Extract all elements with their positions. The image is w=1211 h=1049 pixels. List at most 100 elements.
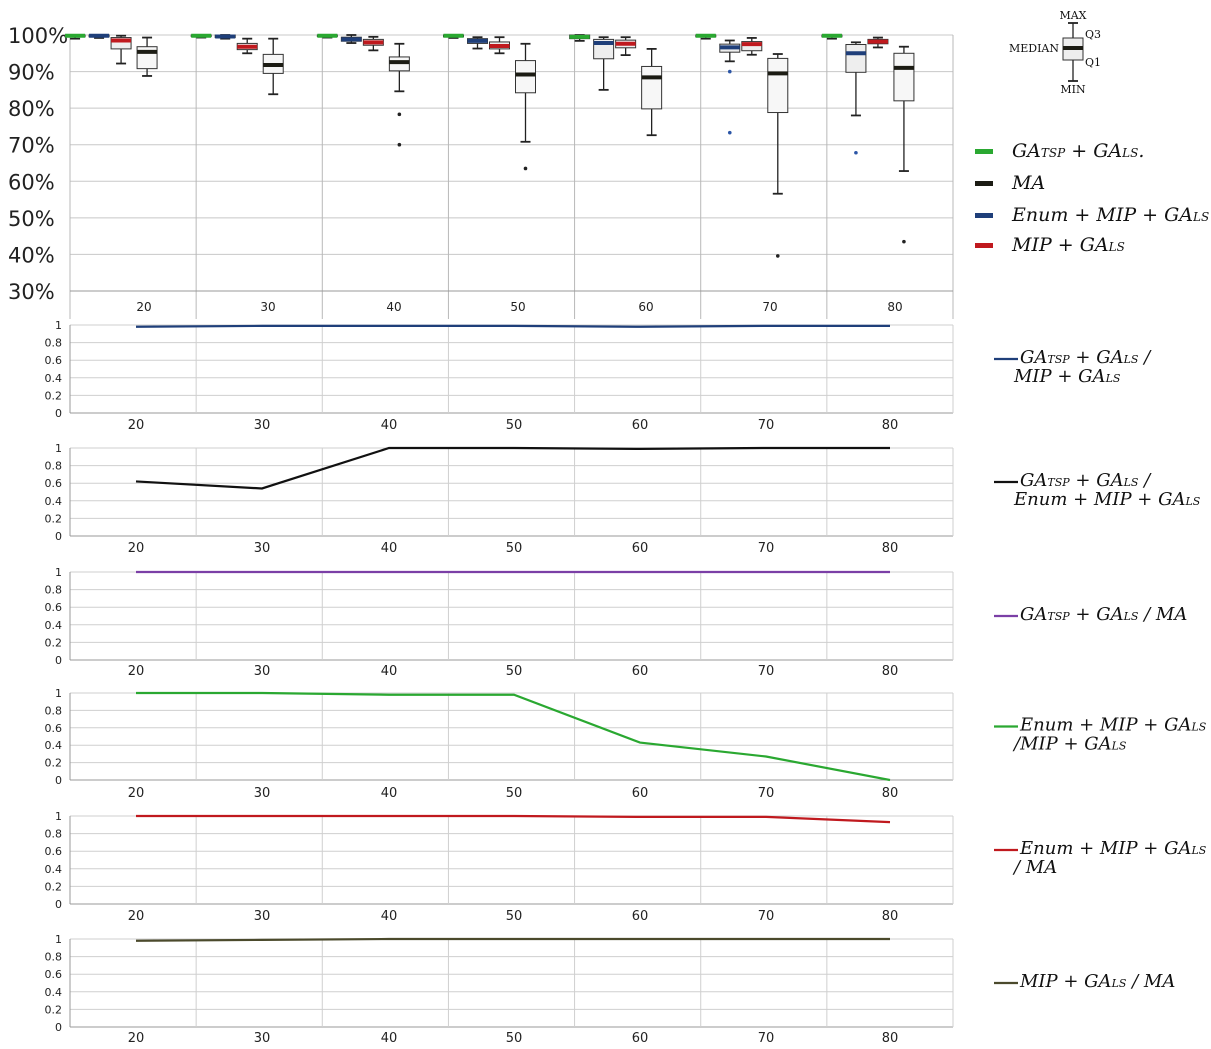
series-line — [136, 691, 891, 782]
x-tick-label: 50 — [506, 909, 523, 924]
key-median-label: MEDIAN — [1009, 42, 1059, 55]
y-tick-label: 0.4 — [45, 863, 63, 876]
legend-label-part: LS — [1121, 146, 1138, 160]
legend-label: Enum + MIP + GALS — [1011, 204, 1209, 226]
legend-label-part: LS — [1123, 476, 1139, 489]
y-tick-label: 0 — [55, 774, 62, 787]
y-tick-label: 100% — [8, 24, 68, 48]
box-0-2 — [316, 33, 338, 39]
legend-label-part: TSP — [1047, 610, 1070, 623]
legend-label-part: LS — [1192, 210, 1209, 224]
legend-label-part: LS — [1190, 844, 1206, 857]
x-tick-label: 50 — [506, 664, 523, 679]
legend-label-part: / MA — [1138, 604, 1187, 625]
box-0-0 — [64, 33, 86, 40]
legend-label-part: LS — [1111, 740, 1127, 753]
x-tick-label: 40 — [386, 300, 401, 314]
legend-label-part: Enum + MIP + GA — [1011, 204, 1193, 226]
x-tick-label: 30 — [260, 300, 275, 314]
x-tick-label: 70 — [758, 1031, 775, 1046]
line-panel-6: 1 0.8 0.6 0.4 0.2 0 20 30 40 50 60 70 80 MIP + GALS /… — [45, 933, 1176, 1046]
key-q1-label: Q1 — [1085, 56, 1101, 69]
legend-label: Enum + MIP + GALS — [1019, 715, 1207, 736]
y-tick-label: 0.4 — [45, 739, 63, 752]
box-body — [741, 41, 763, 52]
box-3-3 — [515, 42, 536, 171]
x-tick-label: 70 — [758, 418, 775, 433]
outlier-point — [727, 69, 732, 74]
box-2-1 — [236, 37, 258, 55]
x-tick-label: 40 — [381, 541, 398, 556]
x-tick-label: 80 — [887, 300, 902, 314]
legend-label-part: /MIP + GA — [1012, 734, 1112, 755]
legend-label-part: GA — [1020, 470, 1047, 491]
legend-entry: MA — [975, 172, 1045, 194]
y-tick-label: 0.2 — [45, 757, 63, 770]
legend-label-part: LS — [1184, 495, 1200, 508]
y-tick-label: 50% — [8, 207, 55, 231]
box-3-0 — [136, 36, 158, 77]
legend-entry: GATSP + GALS. — [975, 140, 1144, 162]
outlier-point — [727, 130, 732, 135]
y-tick-label: 0 — [55, 898, 62, 911]
legend-label-part: MA — [1011, 172, 1045, 194]
legend-label: MIP + GALS / MA — [1019, 971, 1175, 992]
line-panel-4: 1 0.8 0.6 0.4 0.2 0 20 30 40 50 60 70 80 Enum + MIP +… — [45, 687, 1207, 801]
line-panel-3: 1 0.8 0.6 0.4 0.2 0 20 30 40 50 60 70 80 GATSP + GALS… — [45, 566, 1188, 679]
legend-label: /MIP + GALS — [1012, 734, 1127, 755]
x-tick-label: 30 — [254, 786, 271, 801]
legend-label-part: LS — [1123, 610, 1139, 623]
x-tick-label: 60 — [632, 909, 649, 924]
x-tick-label: 20 — [128, 909, 145, 924]
y-tick-label: 0.4 — [45, 495, 63, 508]
series-line — [135, 937, 890, 942]
box-body — [845, 44, 867, 73]
x-tick-label: 20 — [136, 300, 151, 314]
legend-label: GATSP + GALS / — [1020, 470, 1152, 491]
x-tick-label: 40 — [381, 786, 398, 801]
key-max-label: MAX — [1059, 9, 1086, 22]
legend-label: MIP + GALS — [1013, 366, 1121, 387]
x-tick-label: 40 — [381, 418, 398, 433]
y-tick-label: 0.8 — [45, 828, 63, 841]
x-tick-label: 40 — [381, 1031, 398, 1046]
x-tick-label: 40 — [381, 909, 398, 924]
y-tick-label: 0.8 — [45, 951, 63, 964]
box-body — [767, 57, 789, 114]
y-tick-label: 0.2 — [45, 636, 63, 649]
y-tick-label: 0.6 — [45, 845, 63, 858]
plot-area — [70, 35, 953, 291]
box-0-6 — [821, 33, 843, 40]
legend-label-part: Enum + MIP + GA — [1019, 715, 1191, 736]
y-tick-label: 0.6 — [45, 968, 63, 981]
legend-label-part: Enum + MIP + GA — [1013, 489, 1185, 510]
outlier-point — [775, 254, 780, 258]
legend-label-part: LS — [1105, 372, 1121, 385]
box-0-1 — [190, 33, 212, 39]
y-tick-label: 40% — [8, 243, 55, 267]
y-tick-label: 0.2 — [45, 512, 63, 525]
x-tick-label: 70 — [758, 541, 775, 556]
x-tick-label: 80 — [882, 541, 899, 556]
x-tick-label: 20 — [128, 664, 145, 679]
y-tick-label: 0.4 — [45, 619, 63, 632]
box-1-2 — [340, 34, 362, 44]
x-tick-label: 60 — [632, 664, 649, 679]
legend-swatch — [975, 181, 993, 186]
y-tick-label: 0.8 — [45, 337, 63, 350]
y-tick-label: 0.6 — [45, 601, 63, 614]
legend-label: GATSP + GALS / MA — [1020, 604, 1187, 625]
legend-label-part: TSP — [1047, 353, 1070, 366]
y-tick-label: 0 — [55, 530, 62, 543]
x-tick-label: 70 — [758, 909, 775, 924]
x-tick-label: 30 — [254, 1031, 271, 1046]
x-tick-label: 70 — [762, 300, 777, 314]
legend-label-part: + GA — [1070, 470, 1124, 491]
box-3-1 — [262, 37, 284, 96]
y-tick-label: 0.6 — [45, 477, 63, 490]
legend-label-part: . — [1138, 140, 1144, 162]
legend-swatch — [975, 213, 993, 218]
box-0-4 — [569, 34, 591, 42]
